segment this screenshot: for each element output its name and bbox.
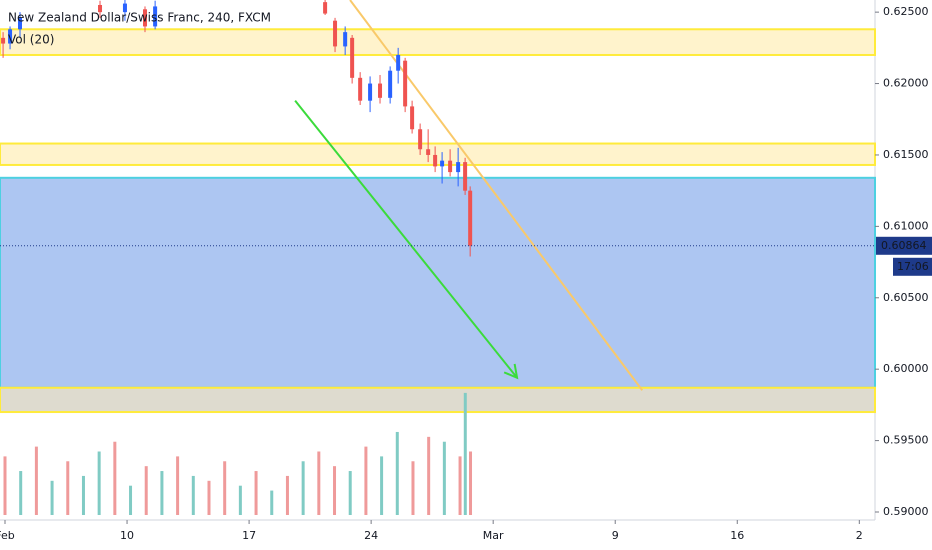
volume-bar bbox=[207, 480, 211, 515]
volume-bar bbox=[223, 461, 227, 515]
x-tick-label: Mar bbox=[483, 529, 504, 542]
candle-body bbox=[468, 190, 473, 246]
x-tick-label: 17 bbox=[242, 529, 256, 542]
y-tick-label: 0.60000 bbox=[883, 362, 929, 375]
chart-title: New Zealand Dollar/Swiss Franc, 240, FXC… bbox=[8, 11, 271, 25]
volume-bar bbox=[160, 471, 164, 515]
volume-bar bbox=[97, 451, 101, 515]
volume-bar bbox=[270, 490, 274, 515]
candle-body bbox=[17, 17, 22, 30]
zone bbox=[0, 386, 876, 414]
volume-bar bbox=[317, 451, 321, 515]
volume-bar bbox=[380, 456, 384, 515]
volume-bar bbox=[3, 456, 7, 515]
volume-bar bbox=[238, 485, 242, 515]
volume-bar bbox=[364, 446, 368, 515]
candle-body bbox=[403, 60, 408, 107]
x-tick-label: 9 bbox=[612, 529, 619, 542]
x-tick-label: Feb bbox=[0, 529, 15, 542]
candle-body bbox=[433, 154, 438, 167]
candle-body bbox=[456, 162, 461, 173]
volume-bar bbox=[34, 446, 38, 515]
candle-body bbox=[378, 83, 383, 98]
y-tick-label: 0.62500 bbox=[883, 5, 929, 18]
candle-body bbox=[8, 29, 13, 44]
candle-body bbox=[440, 160, 445, 167]
volume-bar bbox=[81, 475, 85, 515]
candle-body bbox=[388, 70, 393, 98]
volume-bar bbox=[144, 466, 148, 515]
x-tick-label: 16 bbox=[730, 529, 744, 542]
candle-body bbox=[448, 160, 453, 173]
volume-bar bbox=[301, 461, 305, 515]
arrow-head bbox=[503, 363, 519, 380]
trend-line bbox=[294, 100, 518, 379]
zone bbox=[0, 176, 876, 389]
y-tick-label: 0.62000 bbox=[883, 77, 929, 90]
volume-label: Vol (20) bbox=[8, 33, 54, 47]
volume-bar bbox=[333, 466, 337, 515]
volume-bar bbox=[129, 485, 133, 515]
candle-body bbox=[426, 149, 431, 155]
volume-bar bbox=[176, 456, 180, 515]
volume-bar bbox=[458, 456, 462, 515]
volume-bar bbox=[66, 461, 70, 515]
zone bbox=[0, 28, 876, 56]
y-tick-label: 0.60500 bbox=[883, 291, 929, 304]
volume-bar bbox=[348, 471, 352, 515]
zone bbox=[0, 142, 876, 166]
x-tick-label: 10 bbox=[120, 529, 134, 542]
volume-bar bbox=[19, 471, 23, 515]
candle-body bbox=[418, 129, 423, 150]
volume-bar bbox=[395, 431, 399, 515]
candle-body bbox=[368, 83, 373, 101]
candle-body bbox=[410, 106, 415, 130]
volume-bar bbox=[191, 475, 195, 515]
volume-bar bbox=[442, 441, 446, 515]
volume-bar bbox=[113, 441, 117, 515]
candle-body bbox=[323, 2, 328, 14]
candle-body bbox=[143, 9, 148, 27]
y-tick-label: 0.61000 bbox=[883, 219, 929, 232]
volume-bar bbox=[411, 461, 415, 515]
plot bbox=[0, 0, 876, 515]
candle-body bbox=[333, 20, 338, 47]
countdown-box bbox=[893, 257, 932, 276]
candle-body bbox=[463, 162, 468, 191]
candle-body bbox=[122, 3, 127, 13]
candle-body bbox=[1, 37, 6, 44]
x-tick-label: 2 bbox=[856, 529, 863, 542]
volume-bar bbox=[469, 451, 473, 515]
y-tick-label: 0.59000 bbox=[883, 505, 929, 518]
volume-bar bbox=[254, 471, 258, 515]
volume-bar bbox=[463, 392, 467, 515]
last-price-label: 0.60864 bbox=[881, 239, 927, 252]
y-tick-label: 0.61500 bbox=[883, 148, 929, 161]
candle-body bbox=[358, 77, 363, 101]
candle-body bbox=[350, 37, 355, 78]
x-tick-label: 24 bbox=[364, 529, 378, 542]
candle-body bbox=[153, 6, 158, 27]
y-tick-label: 0.59500 bbox=[883, 434, 929, 447]
last-price-box bbox=[876, 236, 932, 255]
volume-bar bbox=[285, 475, 289, 515]
countdown: 17:06 bbox=[897, 260, 929, 273]
candle-body bbox=[343, 32, 348, 47]
candle-body bbox=[396, 54, 401, 71]
volume-bar bbox=[427, 436, 431, 515]
volume-bar bbox=[50, 480, 54, 515]
candle-body bbox=[98, 4, 103, 13]
